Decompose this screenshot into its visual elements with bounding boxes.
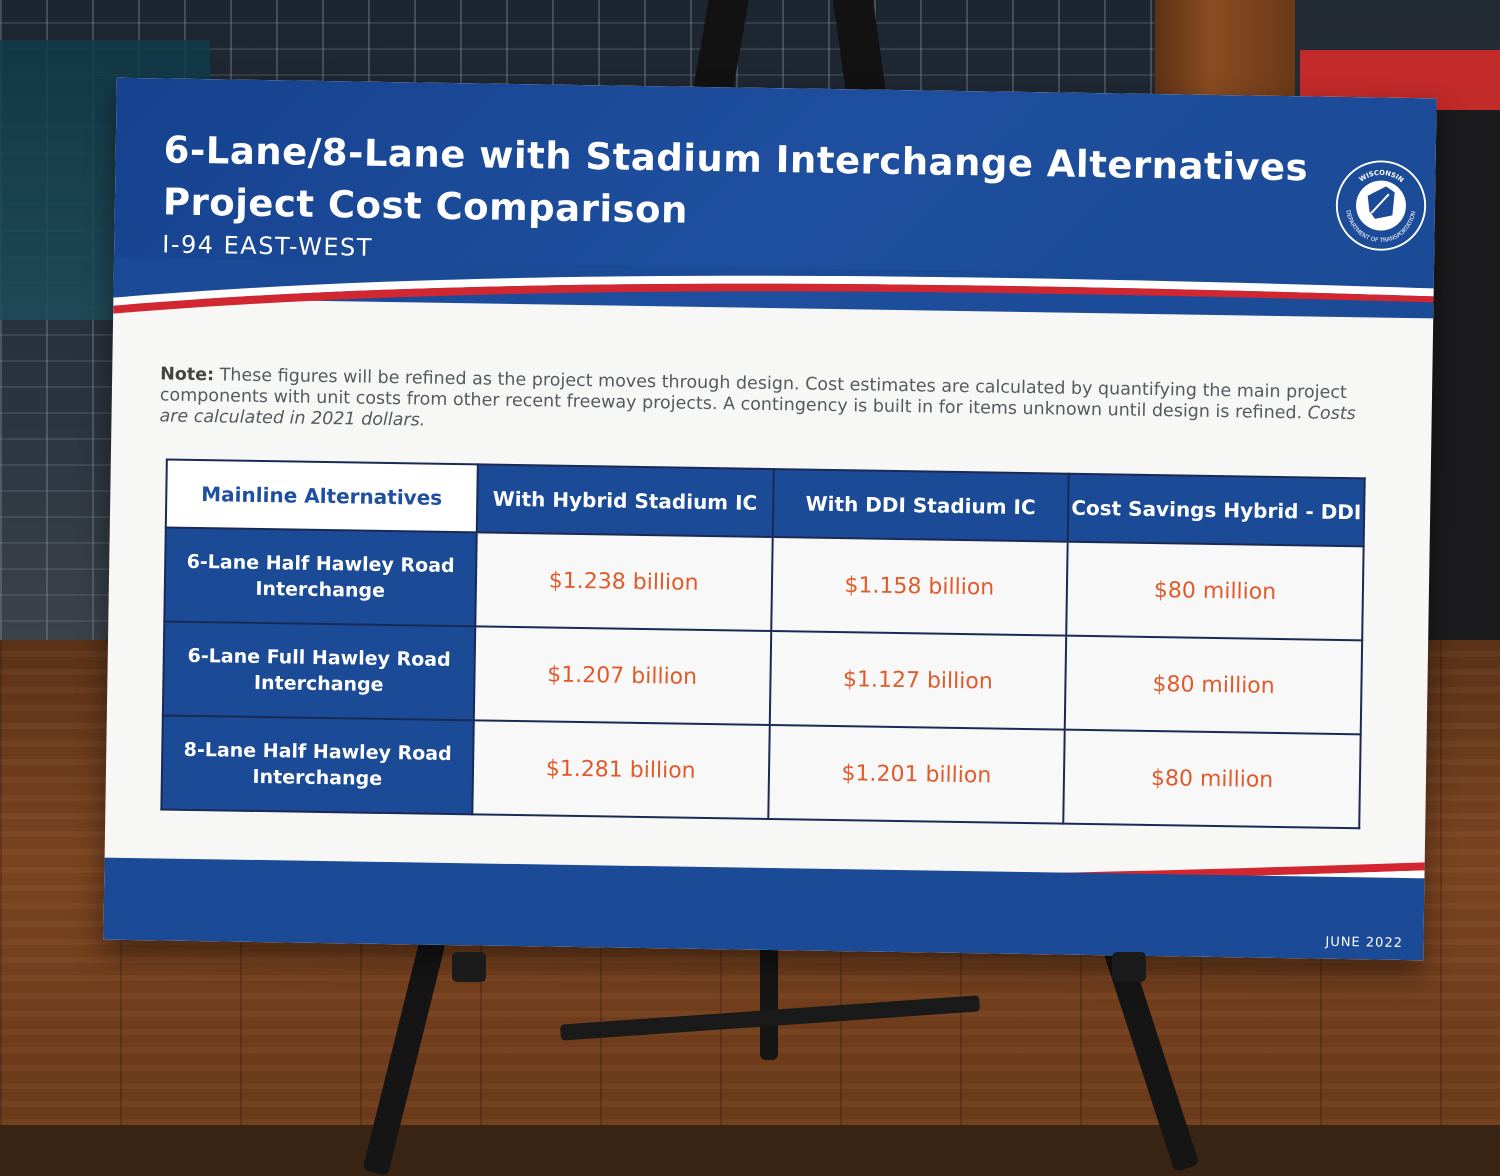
cost-savings: $80 million	[1063, 729, 1361, 829]
hybrid-cost: $1.238 billion	[475, 532, 773, 632]
note-label: Note:	[160, 364, 215, 386]
ddi-cost: $1.201 billion	[767, 725, 1065, 824]
note-text: Note: These figures will be refined as t…	[159, 364, 1390, 446]
row-label: 6-Lane Full Hawley Road Interchange	[162, 621, 476, 721]
header-hybrid: With Hybrid Stadium IC	[476, 464, 774, 538]
ddi-cost: $1.158 billion	[770, 537, 1068, 636]
easel-clamp-left	[452, 952, 486, 982]
cost-savings: $80 million	[1064, 635, 1363, 735]
header-wave-stripe	[113, 257, 1434, 314]
row-label: 8-Lane Half Hawley Road Interchange	[161, 715, 474, 815]
easel-leg-center	[760, 940, 778, 1060]
poster-date: JUNE 2022	[1325, 934, 1404, 951]
row-label: 6-Lane Half Hawley Road Interchange	[164, 527, 477, 627]
header-ddi: With DDI Stadium IC	[772, 469, 1069, 542]
table-row: 8-Lane Half Hawley Road Interchange $1.2…	[161, 715, 1361, 829]
header-mainline: Mainline Alternatives	[165, 459, 478, 533]
cost-comparison-table: Mainline Alternatives With Hybrid Stadiu…	[160, 459, 1365, 830]
ddi-cost: $1.127 billion	[769, 631, 1067, 730]
hybrid-cost: $1.281 billion	[472, 720, 770, 820]
poster-board: 6-Lane/8-Lane with Stadium Interchange A…	[103, 77, 1437, 961]
poster-title: 6-Lane/8-Lane with Stadium Interchange A…	[162, 124, 1309, 246]
cost-savings: $80 million	[1066, 541, 1364, 641]
easel-clamp-right	[1112, 952, 1146, 982]
hybrid-cost: $1.207 billion	[473, 626, 771, 726]
header-savings: Cost Savings Hybrid - DDI	[1067, 473, 1365, 547]
wisdot-logo: WISCONSIN DEPARTMENT OF TRANSPORTATION	[1335, 160, 1427, 251]
poster-subtitle: I-94 EAST-WEST	[162, 230, 374, 262]
